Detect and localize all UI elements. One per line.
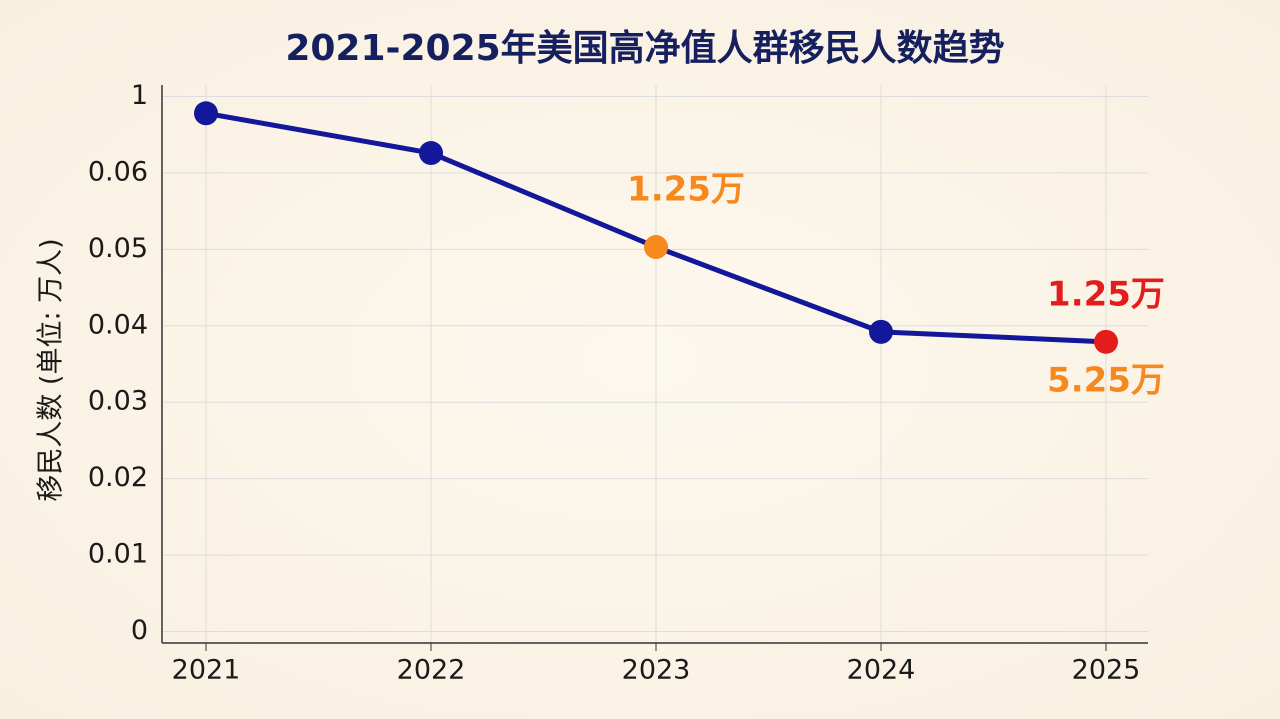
annotation: 5.25万: [1047, 360, 1165, 400]
point: [869, 319, 893, 344]
y-tick-label: 0.04: [88, 309, 148, 340]
y-tick-label: 0.02: [88, 462, 148, 493]
x-tick-label: 2021: [172, 655, 241, 686]
point: [644, 235, 668, 260]
y-tick-label: 0.01: [88, 539, 148, 570]
x-tick-label: 2025: [1072, 655, 1141, 686]
x-tick-label: 2024: [847, 655, 916, 686]
x-tick-label: 2023: [622, 655, 691, 686]
point: [1094, 329, 1118, 354]
x-tick-label: 2022: [397, 655, 466, 686]
y-tick-label: 0: [131, 615, 148, 646]
point: [419, 141, 443, 166]
y-axis-label: 移民人数 (单位: 万人): [36, 238, 67, 501]
point: [194, 101, 218, 126]
annotation: 1.25万: [1047, 274, 1165, 314]
annotation: 1.25万: [627, 170, 745, 210]
y-tick-label: 0.03: [88, 386, 148, 417]
y-tick-label: 0.06: [88, 156, 148, 187]
chart-title: 2021-2025年美国高净值人群移民人数趋势: [285, 28, 1004, 69]
y-tick-label: 1: [131, 80, 148, 111]
y-tick-label: 0.05: [88, 233, 148, 264]
